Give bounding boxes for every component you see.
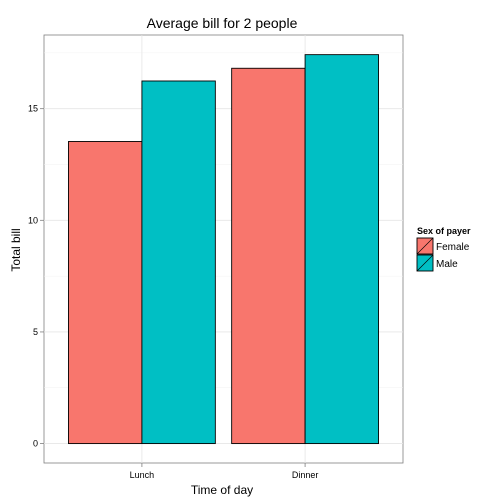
- chart-title: Average bill for 2 people: [147, 15, 298, 31]
- y-axis: 0 5 10 15: [28, 104, 44, 449]
- legend-label-male: Male: [436, 259, 458, 270]
- bar-male-dinner: [304, 54, 379, 445]
- bar-female-dinner: [231, 67, 306, 445]
- legend-key-slash: [416, 237, 434, 255]
- x-tick-label: Dinner: [292, 470, 319, 480]
- y-tick-label: 0: [33, 439, 38, 449]
- x-axis: Lunch Dinner: [130, 463, 319, 480]
- bar-female-lunch: [68, 141, 143, 445]
- legend-label-female: Female: [436, 242, 470, 253]
- bars: [68, 54, 379, 445]
- legend-key-slash: [416, 254, 434, 272]
- x-axis-title: Time of day: [191, 483, 253, 497]
- y-axis-title: Total bill: [9, 228, 23, 271]
- legend-title: Sex of payer: [417, 226, 471, 236]
- bar-male-lunch: [141, 80, 216, 445]
- y-tick-label: 5: [33, 327, 38, 337]
- y-tick-label: 15: [28, 104, 38, 114]
- legend: Sex of payer Female Male: [416, 226, 471, 272]
- x-tick-label: Lunch: [130, 470, 155, 480]
- y-tick-label: 10: [28, 215, 38, 225]
